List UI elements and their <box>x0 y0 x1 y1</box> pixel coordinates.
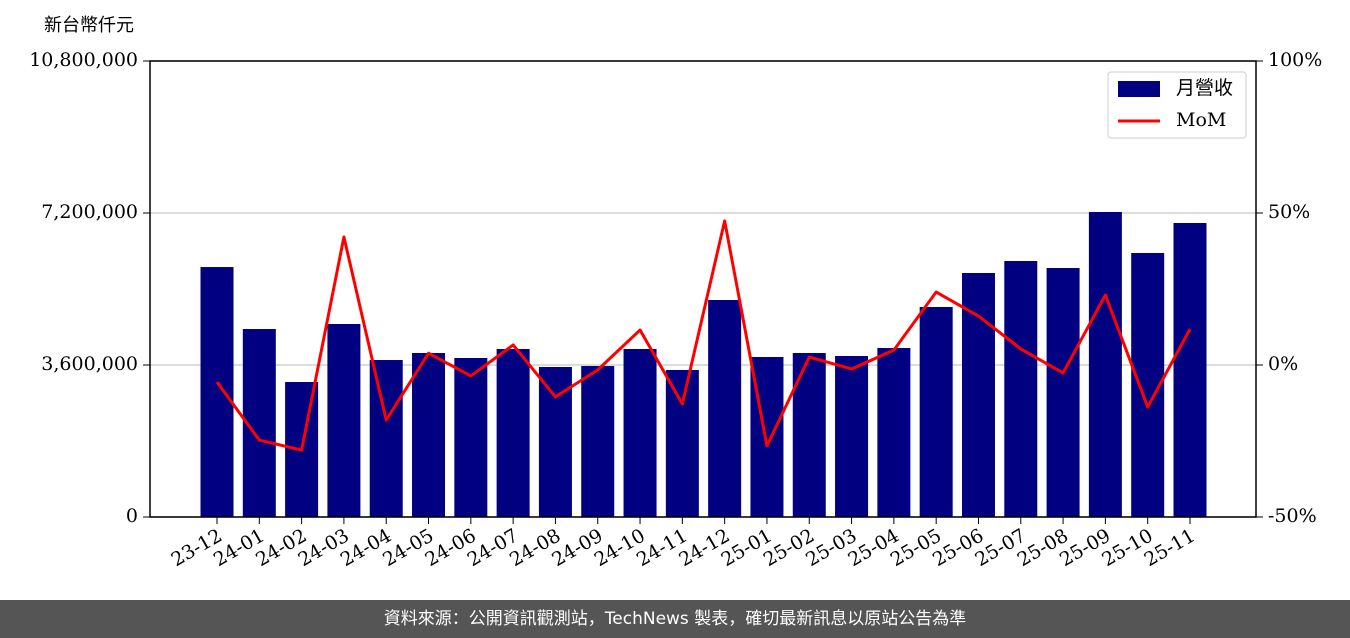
y2-tick-label: -50% <box>1268 505 1317 527</box>
bar <box>708 300 742 517</box>
legend-label: 月營收 <box>1176 77 1233 99</box>
bar <box>1173 223 1207 518</box>
bar <box>1046 268 1080 517</box>
bar <box>454 357 488 517</box>
y2-tick-label: 50% <box>1268 201 1310 223</box>
bar <box>581 366 615 517</box>
y2-tick-label: 0% <box>1268 353 1298 375</box>
legend-label: MoM <box>1176 109 1226 131</box>
bar <box>200 267 234 517</box>
bar <box>369 360 403 517</box>
y-tick-label: 7,200,000 <box>41 201 138 223</box>
y-tick-label: 10,800,000 <box>29 49 138 71</box>
plot-frame <box>149 60 1257 518</box>
bar <box>835 356 869 517</box>
bar <box>961 272 995 517</box>
bar <box>412 353 446 517</box>
bar <box>1004 261 1038 517</box>
bar <box>538 366 572 517</box>
bar <box>1088 211 1122 517</box>
line <box>215 219 1192 452</box>
bar <box>877 347 911 517</box>
y-tick-label: 3,600,000 <box>41 353 138 375</box>
bar <box>919 306 953 517</box>
chart: 新台幣仟元 0 3,600,000 7,200,000 10,800,000 -50% 0… <box>29 15 1322 571</box>
bar <box>496 348 530 517</box>
y-tick-label: 0 <box>126 505 138 527</box>
y2-tick-label: 100% <box>1268 49 1322 71</box>
bar <box>327 324 361 517</box>
legend-swatch <box>1118 81 1160 97</box>
bar <box>623 348 657 517</box>
bar <box>792 353 826 517</box>
y-axis-label: 新台幣仟元 <box>44 15 134 36</box>
bar <box>665 369 699 517</box>
footer: 資料來源：公開資訊觀測站，TechNews 製表，確切最新訊息以原站公告為準 <box>0 600 1350 638</box>
